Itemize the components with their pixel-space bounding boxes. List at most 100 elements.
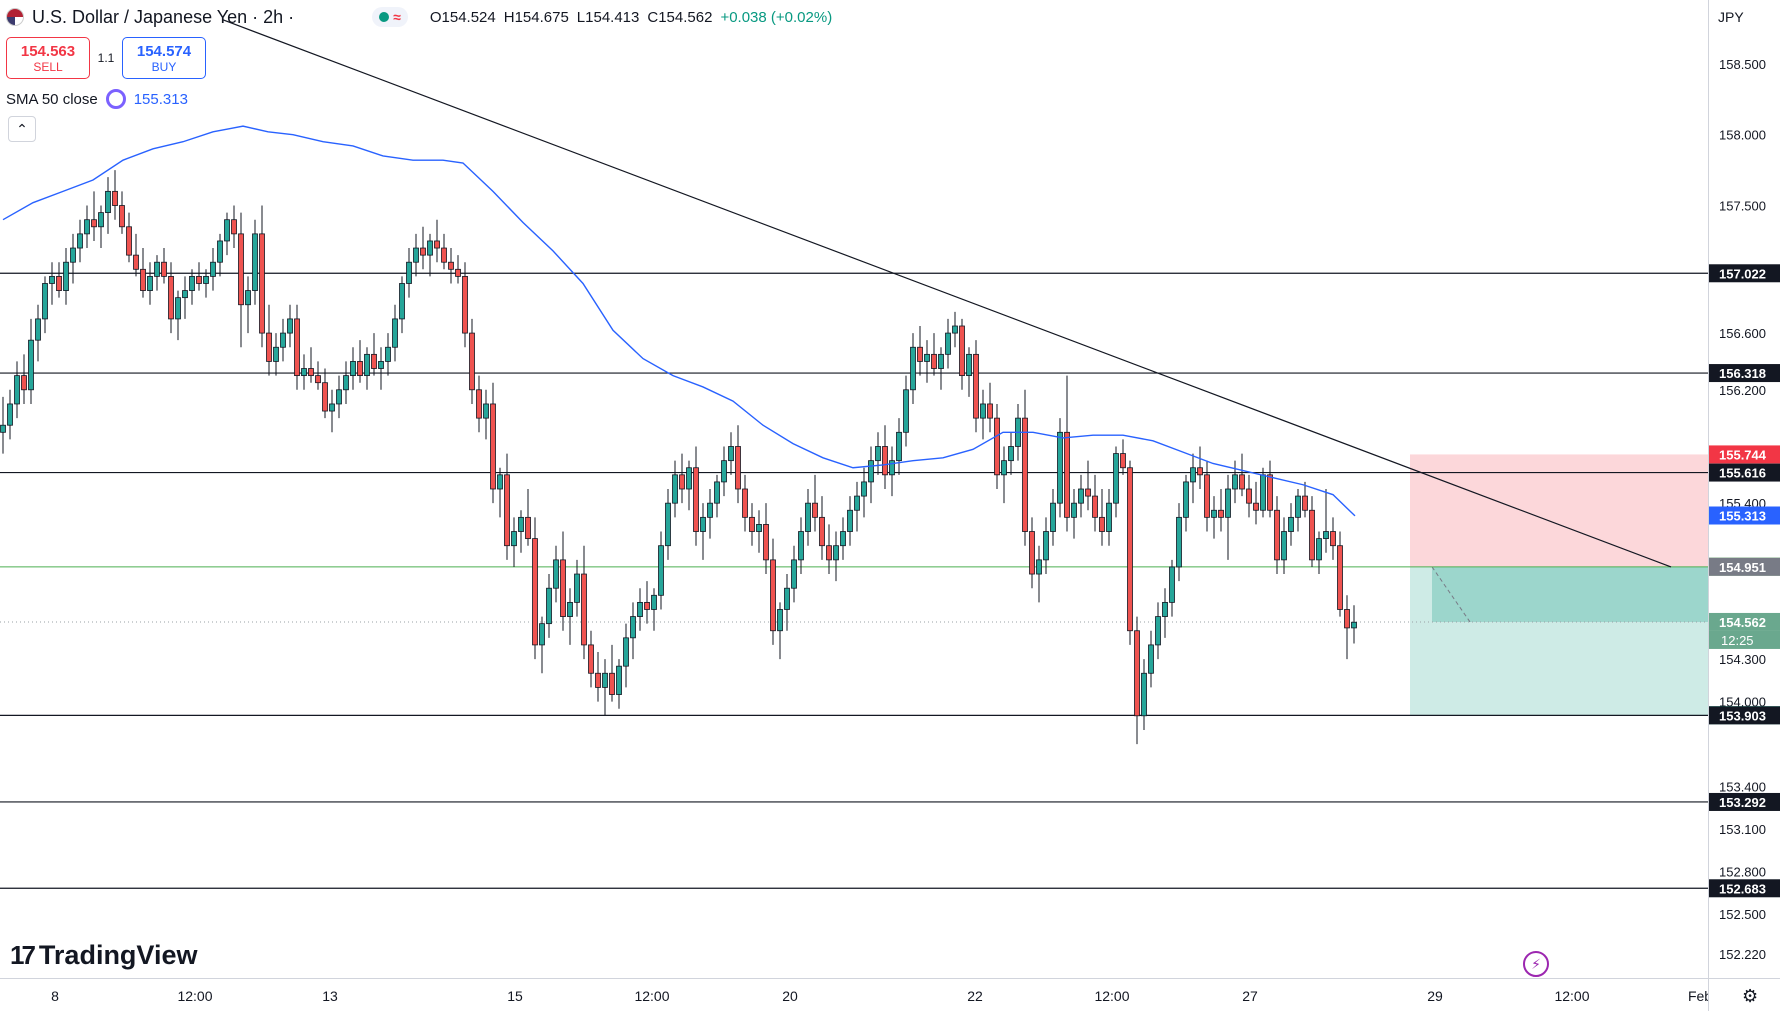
collapse-legend-button[interactable]: ⌃ [8, 116, 36, 142]
candle-body [1316, 538, 1322, 561]
candle-body [1029, 531, 1035, 575]
candle-body [1071, 502, 1077, 518]
candle-body [1001, 460, 1007, 476]
candle-body [70, 247, 76, 263]
price-chart[interactable] [0, 0, 1708, 978]
candle-body [1008, 446, 1014, 462]
price-axis-svg: 158.500158.000157.500156.600156.200155.4… [1709, 57, 1780, 962]
price-tick-label: 158.500 [1719, 57, 1766, 72]
candle-body [735, 446, 741, 490]
buy-price: 154.574 [136, 42, 192, 60]
candle-body [700, 516, 706, 532]
buy-button[interactable]: 154.574 BUY [122, 37, 206, 79]
candle-body [406, 261, 412, 284]
candle-body [777, 609, 783, 632]
candle-body [798, 531, 804, 561]
tradingview-logo[interactable]: 17 TradingView [10, 940, 197, 971]
candle-body [287, 318, 293, 334]
candle-body [875, 446, 881, 462]
sma-value: 155.313 [133, 90, 188, 108]
price-label-tag [1709, 792, 1780, 811]
candle-body [665, 502, 671, 547]
candle-body [315, 375, 321, 384]
price-tick-label: 153.100 [1719, 822, 1766, 837]
price-label-tag [1709, 706, 1780, 725]
candle-body [973, 353, 979, 419]
price-label-tag [1709, 463, 1780, 482]
us-flag-icon [6, 8, 24, 26]
price-axis[interactable]: 158.500 158.000 157.500 156.600 156.200 155.4… [1708, 0, 1780, 978]
ohlc-close: C154.562 [647, 8, 713, 26]
candle-body [203, 275, 209, 284]
candle-body [1323, 531, 1329, 540]
candle-body [336, 389, 342, 405]
price-label-tag [1709, 557, 1780, 576]
candle-body [140, 268, 146, 291]
candle-body [154, 261, 160, 277]
candle-body [602, 672, 608, 688]
candle-body [840, 531, 846, 547]
price-tick-label: 152.800 [1719, 865, 1766, 880]
settings-gear-icon[interactable]: ⚙ [1742, 986, 1759, 1006]
candle-body [1064, 431, 1070, 518]
price-tick-label: 152.500 [1719, 907, 1766, 922]
price-label-text: 155.744 [1719, 447, 1767, 462]
candle-body [847, 509, 853, 532]
time-axis[interactable]: 8 12:00 13 15 12:00 20 22 12:00 27 29 12:00 Feb [0, 978, 1712, 1011]
candle-body [805, 502, 811, 532]
candle-body [833, 545, 839, 561]
ohlc-high: H154.675 [503, 8, 569, 26]
candle-body [651, 594, 657, 610]
sma-50-line [2, 125, 1356, 517]
candle-body [707, 502, 713, 518]
candle-body [1127, 467, 1133, 632]
trade-panel: 154.563 SELL 1.1 154.574 BUY [6, 37, 206, 79]
candle-body [917, 346, 923, 362]
candle-body [427, 240, 433, 256]
ohlc-low: L154.413 [576, 8, 640, 26]
candle-body [1302, 495, 1308, 511]
candle-body [1218, 509, 1224, 518]
candle-body [1274, 509, 1280, 561]
candle-body [98, 212, 104, 228]
ohlc-change: +0.038 (+0.02%) [720, 8, 833, 26]
currency-label[interactable]: JPY [1718, 8, 1744, 25]
countdown-text: 12:25 [1721, 633, 1754, 648]
tradingview-logo-icon: 17 [10, 940, 36, 970]
candle-body [448, 261, 454, 270]
logo-text: TradingView [38, 940, 198, 970]
candle-body [609, 672, 615, 695]
candle-body [1288, 516, 1294, 532]
candle-body [252, 233, 258, 291]
candle-body [476, 389, 482, 419]
sma-legend[interactable]: SMA 50 close 155.313 [6, 89, 188, 109]
candle-body [903, 389, 909, 433]
candle-body [882, 446, 888, 476]
time-tick-label: 22 [967, 988, 983, 1004]
candle-body [385, 346, 391, 362]
price-label-text: 157.022 [1719, 266, 1766, 281]
lightning-icon[interactable]: ⚡ [1523, 951, 1549, 977]
short-position-open-pnl [1432, 566, 1708, 622]
time-tick-label: 13 [322, 988, 338, 1004]
price-label-tag [1709, 506, 1780, 525]
candle-body [630, 616, 636, 639]
market-status-pill[interactable]: ≈ [372, 7, 408, 27]
candle-body [1085, 488, 1091, 497]
candle-body [308, 368, 314, 377]
candle-body [133, 254, 139, 270]
candle-body [1134, 630, 1140, 717]
price-label-text: 154.951 [1719, 560, 1766, 575]
price-tick-label: 153.400 [1719, 780, 1766, 795]
candle-body [1190, 467, 1196, 483]
candle-body [721, 460, 727, 483]
price-label-text: 154.562 [1719, 615, 1766, 630]
candle-body [861, 481, 867, 497]
axis-corner [1708, 978, 1780, 1011]
candle-body [1239, 474, 1245, 490]
time-tick-label: 12:00 [1094, 988, 1129, 1004]
candle-body [1141, 672, 1147, 717]
candle-body [924, 353, 930, 362]
candle-body [161, 261, 167, 277]
sell-button[interactable]: 154.563 SELL [6, 37, 90, 79]
